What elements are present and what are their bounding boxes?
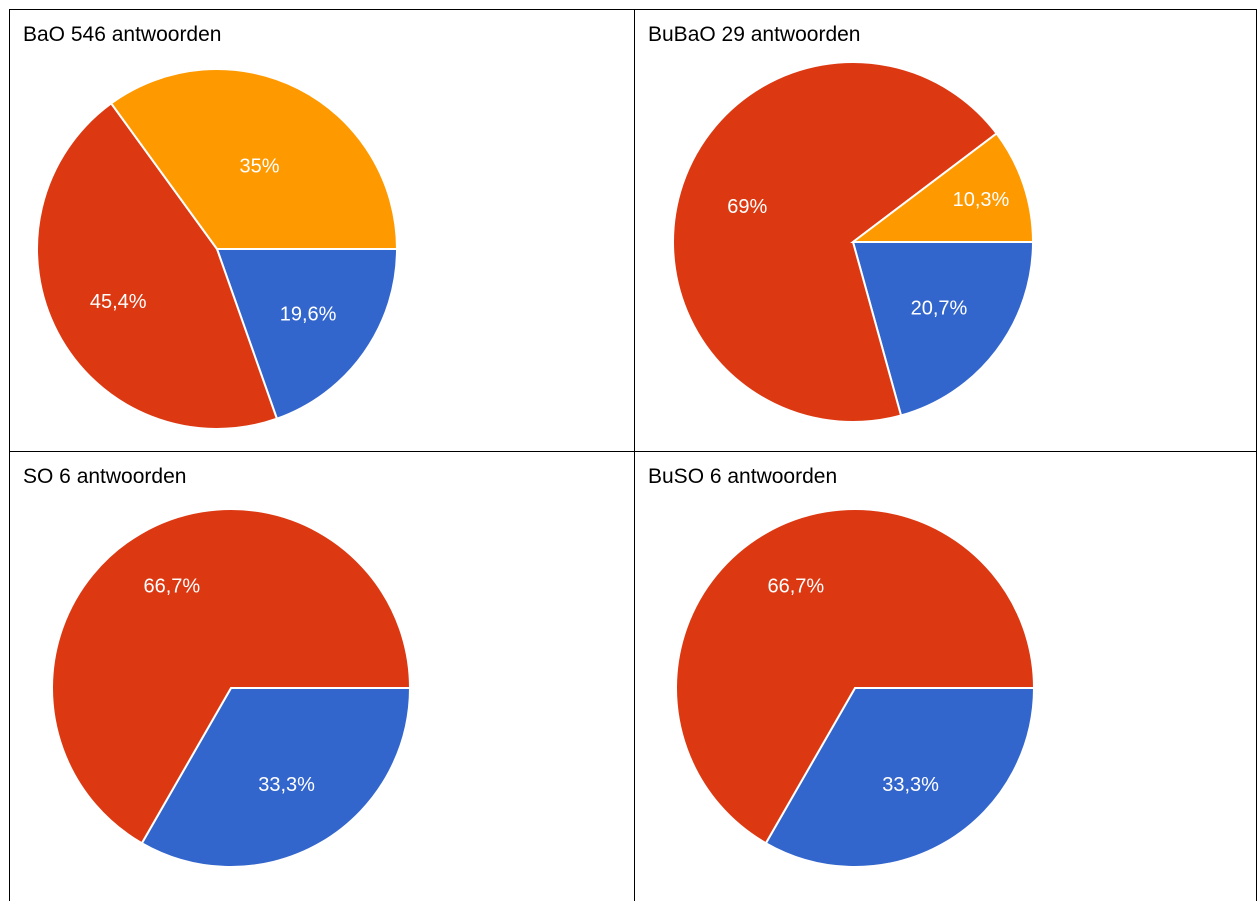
pie-chart-so: 33,3% 66,7% — [51, 508, 412, 868]
chart-cell-so: SO 6 antwoorden 33,3% 66,7% — [10, 452, 634, 901]
slice-label: 45,4% — [90, 291, 147, 313]
slice-label: 33,3% — [882, 774, 939, 796]
slice-label: 10,3% — [953, 189, 1010, 211]
pie-slice — [672, 61, 999, 423]
chart-title: BuBaO 29 antwoorden — [648, 23, 861, 46]
pie-chart-bubao: 20,7% 69% 10,3% — [672, 61, 1035, 423]
slice-label: 33,3% — [258, 774, 315, 796]
pie-slice — [675, 508, 1036, 845]
table-border-left — [9, 9, 10, 901]
pie-slice — [51, 508, 412, 845]
pie-chart-bao: 19,6% 45,4% 35% — [36, 68, 399, 430]
pie-chart-buso: 33,3% 66,7% — [675, 508, 1036, 868]
chart-title: SO 6 antwoorden — [23, 465, 187, 488]
slice-label: 19,6% — [280, 303, 337, 325]
pie-slice — [140, 687, 412, 868]
chart-title: BaO 546 antwoorden — [23, 23, 222, 46]
chart-title: BuSO 6 antwoorden — [648, 465, 838, 488]
chart-cell-buso: BuSO 6 antwoorden 33,3% 66,7% — [635, 452, 1256, 901]
table-border-middle — [9, 451, 1257, 452]
slice-label: 66,7% — [143, 576, 200, 598]
table-border-top — [9, 9, 1257, 10]
pie-slice — [109, 68, 399, 250]
pie-slice — [850, 132, 1035, 243]
pie-slice — [36, 101, 279, 430]
chart-cell-bubao: BuBaO 29 antwoorden 20,7% 69% 10,3% — [635, 10, 1256, 451]
pie-slice — [851, 241, 1035, 417]
slice-label: 35% — [239, 156, 279, 178]
pie-slice — [764, 687, 1036, 868]
slice-label: 66,7% — [767, 576, 824, 598]
chart-cell-bao: BaO 546 antwoorden 19,6% 45,4% 35% — [10, 10, 634, 451]
slice-label: 69% — [727, 196, 767, 218]
table-border-center — [634, 9, 635, 901]
slice-label: 20,7% — [911, 297, 968, 319]
